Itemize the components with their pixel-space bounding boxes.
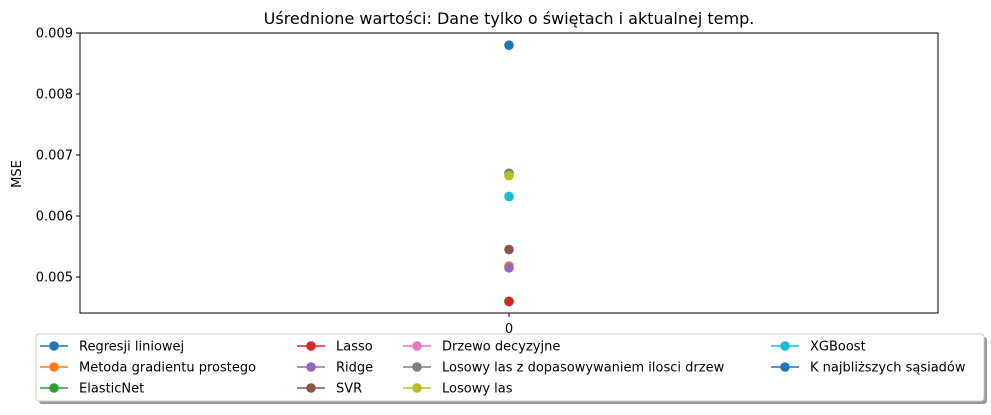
y-tick-label: 0.005 bbox=[36, 271, 73, 286]
data-point bbox=[504, 244, 514, 255]
data-points bbox=[504, 40, 514, 307]
legend-marker bbox=[306, 341, 316, 351]
legend-label: SVR bbox=[336, 382, 362, 397]
data-point bbox=[504, 191, 514, 202]
legend: Regresji liniowej Metoda gradientu proste… bbox=[35, 333, 987, 404]
legend-label: Ridge bbox=[336, 361, 373, 376]
legend-marker bbox=[49, 383, 59, 393]
data-point bbox=[504, 40, 514, 51]
legend-label: ElasticNet bbox=[79, 382, 144, 397]
y-tick-label: 0.008 bbox=[36, 88, 73, 103]
legend-label: Lasso bbox=[336, 340, 373, 355]
y-tick-label: 0.006 bbox=[36, 210, 73, 225]
y-axis: 0.005 0.006 0.007 0.008 0.009 bbox=[36, 27, 80, 286]
legend-marker bbox=[780, 362, 790, 372]
x-axis: 0 bbox=[505, 313, 513, 337]
data-point bbox=[504, 170, 514, 181]
y-tick-label: 0.007 bbox=[36, 149, 73, 164]
legend-label: Losowy las z dopasowywaniem ilosci drzew bbox=[442, 361, 725, 376]
legend-label: Drzewo decyzyjne bbox=[442, 340, 560, 355]
legend-marker bbox=[49, 362, 59, 372]
legend-label: Metoda gradientu prostego bbox=[79, 361, 256, 376]
legend-marker bbox=[780, 341, 790, 351]
y-tick-label: 0.009 bbox=[36, 27, 73, 42]
data-point bbox=[504, 263, 514, 273]
legend-marker bbox=[412, 383, 422, 393]
legend-box bbox=[35, 333, 985, 402]
legend-label: Regresji liniowej bbox=[79, 340, 184, 355]
data-point bbox=[504, 296, 514, 307]
legend-label: K najbliższych sąsiadów bbox=[810, 361, 966, 376]
x-tick-label: 0 bbox=[505, 322, 513, 337]
chart-title: Uśrednione wartości: Dane tylko o święta… bbox=[264, 9, 755, 28]
legend-label: XGBoost bbox=[810, 340, 866, 355]
legend-marker bbox=[306, 383, 316, 393]
legend-marker bbox=[49, 341, 59, 351]
plot-frame bbox=[79, 32, 939, 314]
legend-marker bbox=[412, 341, 422, 351]
legend-marker bbox=[306, 362, 316, 372]
legend-label: Losowy las bbox=[442, 382, 513, 397]
y-axis-label: MSE bbox=[10, 160, 25, 188]
legend-marker bbox=[412, 362, 422, 372]
